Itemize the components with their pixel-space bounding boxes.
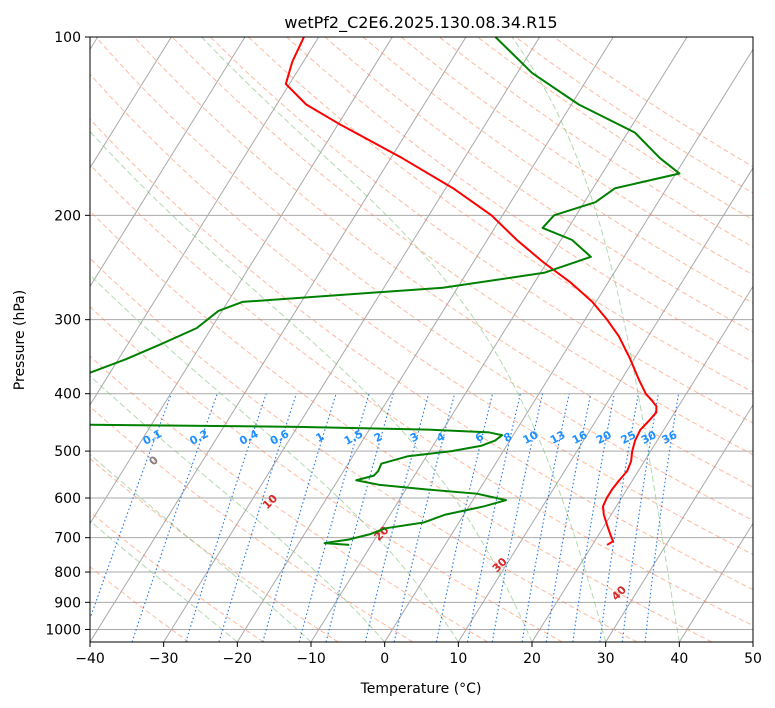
isotherm-line xyxy=(90,37,393,525)
isotherm-line xyxy=(90,37,172,169)
temperature-profile xyxy=(284,37,658,546)
mixing-ratio-line xyxy=(298,393,370,642)
mixing-ratio-line xyxy=(185,393,267,642)
isotherm-line xyxy=(90,37,320,406)
mixing-ratio-line xyxy=(393,393,456,642)
dry-adiabat-line xyxy=(324,37,753,333)
mixing-ratio-label: 36 xyxy=(660,428,680,447)
x-tick-label: −30 xyxy=(149,651,179,667)
dry-adiabat-line xyxy=(90,118,753,591)
y-tick-label: 300 xyxy=(54,313,81,329)
dry-adiabat-line xyxy=(210,37,753,424)
x-tick-label: 30 xyxy=(597,651,615,667)
mixing-ratio-label: 10 xyxy=(521,428,541,447)
y-tick-label: 400 xyxy=(54,387,81,403)
moist-adiabat-line xyxy=(201,37,607,642)
x-tick-label: −20 xyxy=(223,651,253,667)
dry-adiabat-line xyxy=(90,257,638,642)
dry-adiabat-line xyxy=(95,37,753,522)
moist-adiabat-line xyxy=(90,453,312,642)
y-tick-label: 500 xyxy=(54,444,81,460)
dry-adiabat-line xyxy=(90,511,264,642)
moist-adiabat-line xyxy=(90,520,238,642)
x-tick-label: −40 xyxy=(75,651,105,667)
isotherm-line xyxy=(90,37,467,642)
y-tick-label: 700 xyxy=(54,531,81,547)
dry-adiabat-line xyxy=(477,37,753,221)
plot-area: 0.10.20.40.611.52346810131620253036-100-… xyxy=(90,37,753,642)
dry-adiabat-line xyxy=(553,37,753,168)
x-tick-label: 0 xyxy=(380,651,389,667)
mixing-ratio-label: 16 xyxy=(570,428,590,447)
dry-adiabat-line xyxy=(171,37,753,456)
mixing-ratio-line xyxy=(262,393,337,642)
moist-adiabat-line xyxy=(90,375,386,642)
dry-adiabat-line xyxy=(90,73,753,556)
y-tick-label: 800 xyxy=(54,565,81,581)
y-tick-label: 1000 xyxy=(45,622,81,638)
chart-title: wetPf2_C2E6.2025.130.08.34.R15 xyxy=(284,13,557,33)
dry-adiabat-line xyxy=(90,306,563,642)
y-axis-label: Pressure (hPa) xyxy=(12,290,28,390)
x-tick-label: −10 xyxy=(296,651,326,667)
isotherm-line xyxy=(678,522,753,642)
x-tick-label: 40 xyxy=(670,651,688,667)
y-tick-label: 600 xyxy=(54,491,81,507)
x-tick-label: 50 xyxy=(744,651,762,667)
dry-adiabat-line xyxy=(362,37,753,304)
isotherm-line xyxy=(531,285,753,642)
isotherm-line xyxy=(90,37,246,288)
moist-adiabat-line xyxy=(511,37,680,642)
moist-adiabat-line xyxy=(90,274,459,642)
mixing-ratio-line xyxy=(644,393,680,642)
plot-frame xyxy=(89,36,754,643)
mixing-ratio-line xyxy=(599,393,639,642)
isotherm-line xyxy=(457,166,753,642)
mixing-ratio-line xyxy=(364,393,430,642)
dry-adiabat-line xyxy=(90,210,712,642)
mixing-ratio-label: 25 xyxy=(619,428,639,447)
isotherm-line xyxy=(163,37,541,642)
dry-adiabat-line xyxy=(439,37,753,248)
mixing-ratio-line xyxy=(621,393,659,642)
y-tick-label: 200 xyxy=(54,208,81,224)
mixing-ratio-line xyxy=(325,393,394,642)
isotherm-line xyxy=(384,48,753,642)
y-tick-label: 100 xyxy=(54,30,81,46)
x-axis-label: Temperature (°C) xyxy=(360,681,482,697)
mixing-ratio-label: 30 xyxy=(639,428,659,447)
moist-adiabat-line xyxy=(90,130,533,642)
dry-adiabat-line xyxy=(133,37,753,488)
x-tick-label: 20 xyxy=(523,651,541,667)
axes: −40 −30 −20 −10 0 10 20 30 40 50 100 200 300 400 500 60… xyxy=(45,30,762,667)
y-tick-label: 900 xyxy=(54,595,81,611)
mixing-ratio-label: 20 xyxy=(594,428,614,447)
dry-adiabat-line xyxy=(90,163,753,627)
mixing-ratio-line xyxy=(218,393,297,642)
mixing-ratio-label: 13 xyxy=(548,428,568,447)
x-tick-label: 10 xyxy=(449,651,467,667)
isotherm-line xyxy=(605,403,753,642)
dewpoint-profile xyxy=(90,37,681,546)
isotherm-line xyxy=(236,37,614,642)
dry-adiabat-line xyxy=(286,37,753,363)
